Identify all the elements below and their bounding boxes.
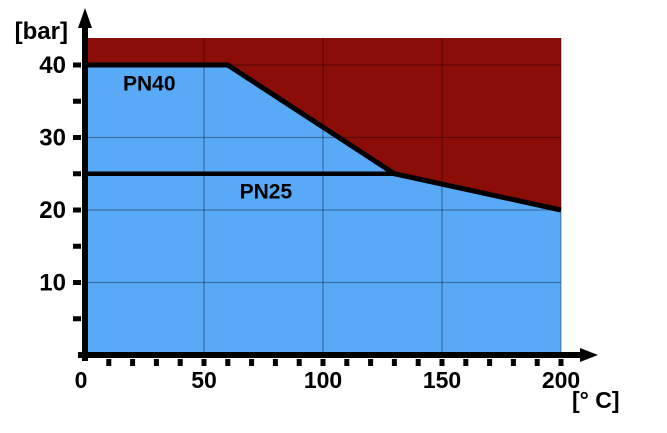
- y-tick-5: [73, 316, 81, 322]
- x-tick-150: [439, 359, 445, 366]
- y-tick-30: [73, 135, 81, 140]
- x-tick-label-0: 0: [75, 367, 88, 393]
- y-tick-40: [73, 62, 81, 68]
- y-tick-20: [73, 207, 81, 213]
- y-tick-15: [73, 243, 81, 249]
- y-tick-label-30: 30: [39, 125, 66, 152]
- max-pressure-boundary-line: [85, 62, 562, 213]
- y-tick-label-10: 10: [39, 270, 66, 297]
- x-tick-60: [225, 359, 231, 366]
- x-tick-180: [510, 359, 516, 366]
- x-tick-200: [558, 359, 564, 366]
- pn25-label: PN25: [240, 180, 293, 203]
- x-tick-label-150: 150: [423, 367, 461, 393]
- x-tick-190: [534, 359, 540, 366]
- y-tick-label-20: 20: [39, 197, 66, 224]
- x-tick-70: [249, 359, 255, 366]
- x-tick-label-100: 100: [304, 367, 342, 393]
- x-tick-label-50: 50: [191, 367, 217, 393]
- x-tick-label-200: 200: [542, 367, 580, 393]
- pn40-label: PN40: [123, 72, 176, 95]
- x-tick-90: [296, 359, 302, 366]
- x-tick-120: [368, 359, 374, 366]
- y-tick-25: [73, 171, 81, 177]
- x-axis-unit-label: [° C]: [572, 387, 620, 413]
- y-axis-unit-label: [bar]: [15, 18, 68, 45]
- x-axis-arrow-icon: [580, 348, 598, 362]
- x-tick-110: [344, 359, 350, 366]
- x-tick-30: [153, 359, 159, 366]
- x-tick-130: [391, 359, 397, 366]
- x-tick-20: [130, 359, 136, 366]
- y-tick-label-40: 40: [39, 52, 66, 79]
- x-tick-170: [487, 359, 493, 366]
- x-tick-100: [320, 359, 326, 366]
- x-tick-80: [272, 359, 278, 366]
- allowed-operating-region: [85, 65, 561, 355]
- y-tick-10: [73, 280, 81, 285]
- x-tick-40: [177, 359, 183, 366]
- x-tick-160: [463, 359, 469, 366]
- x-tick-140: [415, 359, 421, 366]
- x-tick-50: [201, 359, 207, 366]
- x-tick-10: [106, 359, 112, 366]
- y-axis-arrow-icon: [78, 8, 92, 28]
- y-tick-35: [73, 98, 81, 104]
